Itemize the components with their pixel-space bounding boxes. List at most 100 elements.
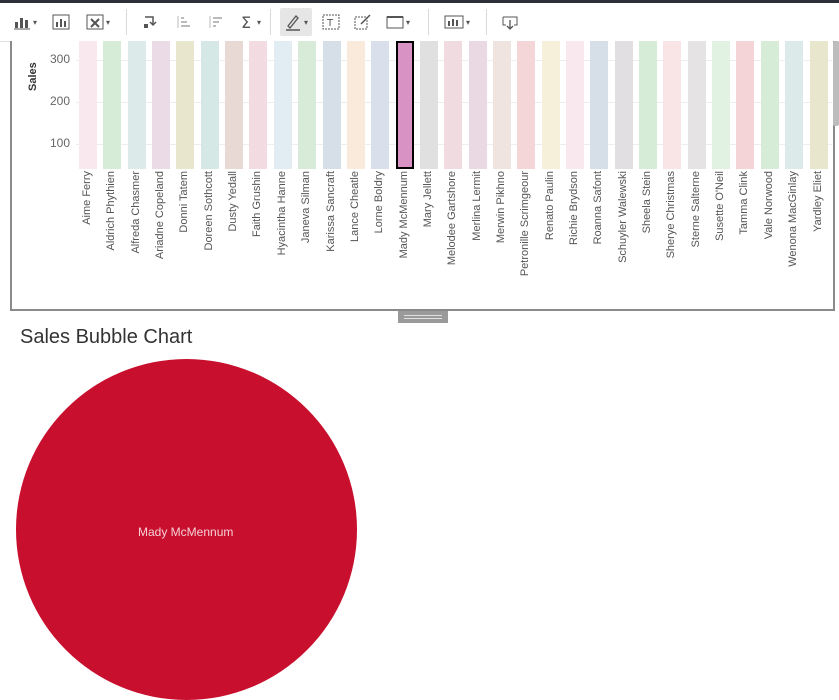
x-tick-label[interactable]: Schuyler Walewski: [616, 171, 629, 263]
show-cards-icon: [444, 14, 464, 30]
download-button[interactable]: [497, 8, 523, 36]
x-tick-label[interactable]: Susette O'Neil: [714, 171, 727, 241]
highlight-pen-icon: [284, 13, 302, 31]
bar[interactable]: [273, 41, 292, 169]
sort-descending-button[interactable]: [202, 8, 228, 36]
y-tick-label: 200: [49, 93, 70, 108]
bubble-chart-title: Sales Bubble Chart: [20, 326, 193, 348]
x-tick-label[interactable]: Dusty Yedall: [227, 171, 240, 232]
bar[interactable]: [590, 41, 609, 169]
x-tick-label[interactable]: Wenona MacGinlay: [787, 171, 800, 267]
bar[interactable]: [614, 41, 633, 169]
show-me-chart-button[interactable]: ▾: [10, 8, 40, 36]
clear-sheet-button[interactable]: ▾: [82, 8, 114, 36]
x-tick-label[interactable]: Melodee Gartshore: [446, 171, 459, 266]
x-tick-label[interactable]: Yardley Eliet: [811, 171, 824, 232]
x-tick-label[interactable]: Sheela Stein: [641, 171, 654, 234]
totals-sigma-icon: Σ: [239, 14, 255, 30]
x-tick-label[interactable]: Mary Jellett: [421, 171, 434, 228]
bar[interactable]: [663, 41, 682, 169]
x-tick-label[interactable]: Richie Brydson: [568, 171, 580, 245]
sort-ascending-icon: [174, 14, 192, 30]
bar[interactable]: [298, 41, 317, 169]
x-tick-label[interactable]: Lance Cheatle: [348, 171, 361, 242]
vertical-scrollbar[interactable]: [833, 41, 839, 126]
bar[interactable]: [736, 41, 755, 169]
swap-rows-columns-button[interactable]: [138, 8, 164, 36]
bar[interactable]: [322, 41, 341, 169]
bar[interactable]: [809, 41, 828, 169]
y-tick-label: 100: [49, 135, 70, 150]
bar[interactable]: [200, 41, 219, 169]
totals-sigma-button[interactable]: Σ ▾: [234, 8, 266, 36]
bar-chart-panel[interactable]: Sales 100 200 300 Aime Ferry Aldrich Phythien…: [10, 41, 835, 311]
svg-text:Σ: Σ: [241, 14, 251, 30]
highlight-pen-button[interactable]: ▾: [280, 8, 312, 36]
x-tick-label[interactable]: Mady McMennum: [397, 171, 410, 259]
bar[interactable]: [152, 41, 171, 169]
x-tick-label[interactable]: Vale Norwood: [762, 171, 775, 240]
bar[interactable]: [346, 41, 365, 169]
x-tick-label[interactable]: Ariadne Copeland: [154, 171, 167, 260]
show-cards-button[interactable]: ▾: [440, 8, 474, 36]
sort-ascending-button[interactable]: [170, 8, 196, 36]
bar[interactable]: [712, 41, 731, 169]
x-tick-label[interactable]: Doreen Sothcott: [202, 171, 215, 251]
x-tick-label[interactable]: Faith Grushin: [251, 171, 264, 238]
bar[interactable]: [103, 41, 122, 169]
x-tick-label[interactable]: Renato Paulin: [543, 171, 556, 241]
sort-descending-icon: [206, 14, 224, 30]
bar[interactable]: [566, 41, 584, 169]
bar[interactable]: [444, 41, 463, 169]
bar[interactable]: [371, 41, 390, 169]
panel-resize-handle[interactable]: [398, 311, 448, 323]
x-tick-label[interactable]: Janeva Silman: [300, 171, 313, 244]
x-tick-label[interactable]: Karissa Sancraft: [324, 171, 337, 252]
grip-line: [404, 318, 442, 319]
show-me-chart-icon: [13, 14, 31, 30]
x-tick-label[interactable]: Lorne Boldry: [373, 171, 386, 234]
x-tick-label[interactable]: Sterne Salterne: [689, 171, 702, 248]
x-tick-label[interactable]: Roanna Safont: [592, 171, 605, 245]
bar[interactable]: [79, 41, 97, 169]
x-tick-label[interactable]: Aldrich Phythien: [105, 171, 118, 251]
bar[interactable]: [492, 41, 511, 169]
chevron-down-icon: ▾: [105, 17, 110, 27]
bar[interactable]: [687, 41, 706, 169]
show-mark-labels-button[interactable]: T: [318, 8, 344, 36]
chevron-down-icon: ▾: [256, 17, 261, 27]
bar[interactable]: [127, 41, 146, 169]
bar[interactable]: [785, 41, 804, 169]
x-tick-label[interactable]: Aime Ferry: [81, 171, 93, 225]
bar[interactable]: [395, 41, 414, 169]
chevron-down-icon: ▾: [405, 17, 410, 27]
bar[interactable]: [249, 41, 268, 169]
download-icon: [501, 14, 519, 30]
x-tick-label[interactable]: Alfreda Chasmer: [129, 171, 142, 254]
bar[interactable]: [760, 41, 779, 169]
bar[interactable]: [639, 41, 658, 169]
bar[interactable]: [517, 41, 536, 169]
swap-sheet-button[interactable]: [48, 8, 74, 36]
x-tick-label[interactable]: Merwin Pikhno: [494, 171, 507, 244]
x-tick-label[interactable]: Hyacintha Hanne: [275, 171, 288, 256]
y-tick-label: 300: [49, 51, 70, 66]
bar[interactable]: [419, 41, 438, 169]
bar[interactable]: [541, 41, 560, 169]
toolbar-separator: [486, 9, 487, 35]
x-tick-label[interactable]: Petronille Scrimgeour: [519, 171, 532, 277]
toolbar-separator: [270, 9, 271, 35]
svg-text:T: T: [326, 18, 334, 29]
x-tick-label[interactable]: Donni Tatem: [178, 171, 191, 233]
x-tick-label[interactable]: Sherye Christmas: [665, 171, 678, 259]
toolbar: ▾ ▾ Σ ▾ ▾ T ▾ ▾: [0, 3, 839, 42]
x-tick-label[interactable]: Merlina Lermit: [470, 171, 483, 241]
bar[interactable]: [176, 41, 195, 169]
annotate-button[interactable]: [350, 8, 376, 36]
grip-line: [404, 315, 442, 316]
bubble-label: Mady McMennum: [138, 525, 234, 539]
bar[interactable]: [468, 41, 487, 169]
bar[interactable]: [225, 41, 244, 169]
fit-view-button[interactable]: ▾: [382, 8, 414, 36]
x-tick-label[interactable]: Tamma Clink: [738, 171, 751, 235]
